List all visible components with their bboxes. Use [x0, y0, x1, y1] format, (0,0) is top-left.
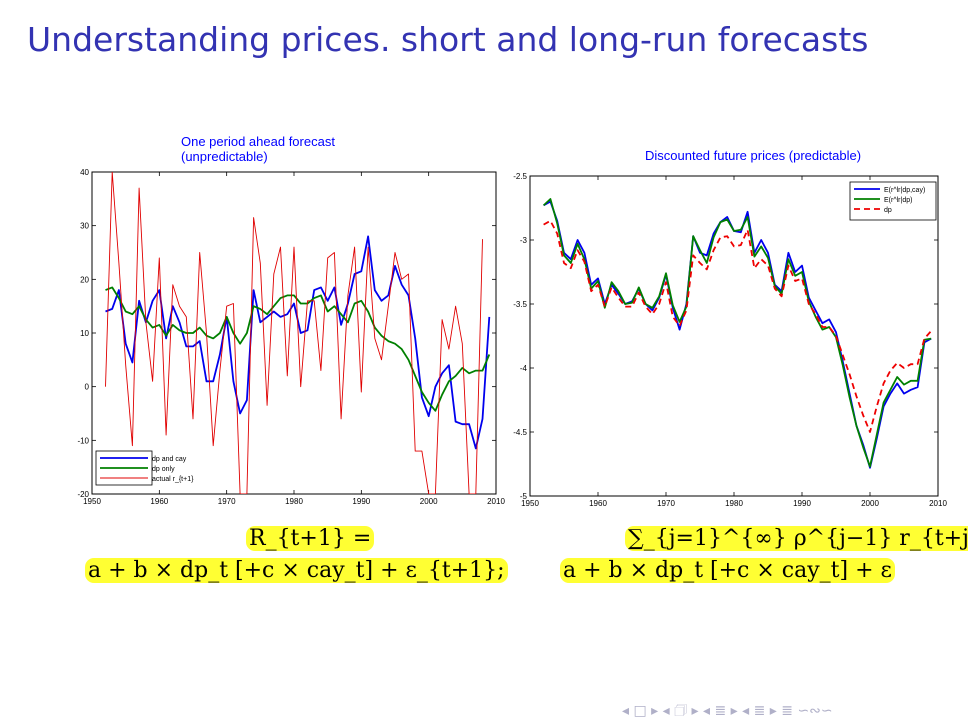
y-tick-label: -4 — [520, 364, 528, 373]
x-tick-label: 2010 — [487, 497, 505, 506]
y-tick-label: -4.5 — [513, 428, 527, 437]
series-line-1 — [542, 198, 932, 468]
plot-frame — [91, 171, 497, 495]
legend-label: dp — [884, 207, 892, 214]
y-tick-label: 20 — [80, 275, 89, 284]
x-tick-label: 1990 — [352, 497, 370, 506]
right-equation-line1: ∑_{j=1}^{∞} ρ^{j−1} r_{t+j} = — [625, 526, 968, 551]
legend-label: E(r^lr|dp) — [884, 197, 912, 204]
chart-title-left-line1: One period ahead forecast — [181, 134, 335, 149]
series-group — [105, 172, 491, 494]
x-tick-label: 1980 — [725, 499, 743, 508]
x-tick-label: 2010 — [929, 499, 947, 508]
chart-title-right-line1: Discounted future prices (predictable) — [645, 148, 862, 163]
y-tick-label: 30 — [80, 222, 89, 231]
y-tick-label: -3.5 — [513, 300, 527, 309]
right-equation-line1-text: ∑_{j=1}^{∞} ρ^{j−1} r_{t+j} = — [625, 526, 968, 551]
left-equation-line1-text: R_{t+1} = — [246, 526, 375, 551]
x-tick-label: 1970 — [218, 497, 236, 506]
x-tick-label: 1960 — [150, 497, 168, 506]
legend-label: dp only — [152, 466, 175, 473]
x-tick-label: 1950 — [83, 497, 101, 506]
left-equation-line1: R_{t+1} = — [246, 526, 375, 551]
slide-title: Understanding prices. short and long-run… — [27, 20, 869, 59]
x-tick-label: 1960 — [589, 499, 607, 508]
series-line-2 — [105, 172, 483, 494]
x-tick-label: 2000 — [861, 499, 879, 508]
y-tick-label: 10 — [80, 329, 89, 338]
y-tick-label: -2.5 — [513, 172, 527, 181]
y-tick-label: 40 — [80, 168, 89, 177]
y-tick-label: -20 — [77, 490, 89, 499]
y-tick-label: 0 — [85, 383, 90, 392]
right-equation-line2-text: a + b × dp_t [+c × cay_t] + ε — [560, 558, 895, 583]
chart-title-right: Discounted future prices (predictable) — [645, 148, 861, 163]
chart-title-left-line2: (unpredictable) — [181, 149, 268, 164]
x-tick-label: 1970 — [657, 499, 675, 508]
chart-title-left: One period ahead forecast (unpredictable… — [181, 134, 335, 164]
legend-label: actual r_{t+1} — [152, 476, 194, 483]
x-tick-label: 1950 — [521, 499, 539, 508]
x-tick-label: 2000 — [420, 497, 438, 506]
x-tick-label: 1980 — [285, 497, 303, 506]
series-line-2 — [543, 219, 932, 433]
right-equation-line2: a + b × dp_t [+c × cay_t] + ε — [560, 558, 895, 583]
beamer-navigation-bar[interactable]: ◂ □ ▸ ◂ 🗇 ▸ ◂ ≣ ▸ ◂ ≣ ▸ ≣ ∽∾∽ — [622, 703, 833, 719]
legend-label: E(r^lr|dp,cay) — [884, 187, 925, 194]
left-equation-line2-text: a + b × dp_t [+c × cay_t] + ε_{t+1}; — [85, 558, 508, 583]
y-tick-label: -3 — [520, 236, 528, 245]
y-tick-label: -10 — [77, 436, 89, 445]
y-tick-label: -5 — [520, 492, 528, 501]
series-line-1 — [105, 286, 491, 412]
left-equation-line2: a + b × dp_t [+c × cay_t] + ε_{t+1}; — [85, 558, 508, 583]
legend-label: dp and cay — [152, 456, 187, 463]
plot-frame — [529, 175, 939, 497]
x-tick-label: 1990 — [793, 499, 811, 508]
series-group — [542, 198, 932, 469]
